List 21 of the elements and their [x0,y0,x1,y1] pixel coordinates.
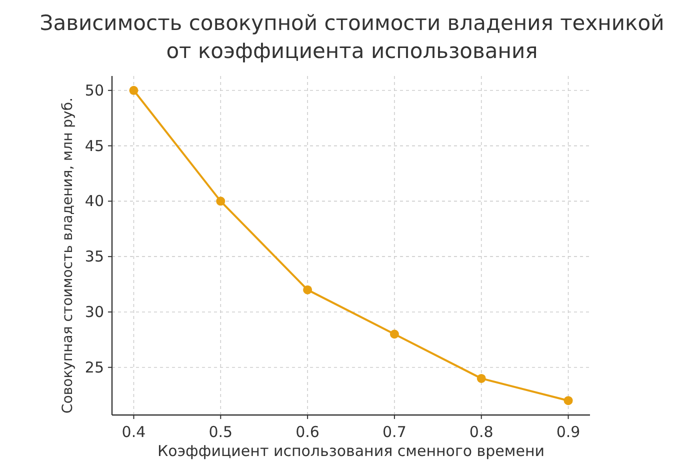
x-tick-label: 0.6 [296,423,320,441]
point [564,396,573,406]
point [476,374,486,383]
chart-title: Зависимость совокупной стоимости владения техникой от коэффициента использования [40,11,664,63]
x-axis-title: Коэффициент использования сменного времени [158,442,544,460]
x-tick-label: 0.4 [122,423,146,441]
point [390,330,399,339]
x-tick-label: 0.5 [208,423,233,441]
y-tick-label: 35 [84,248,104,266]
x-tick-label: 0.9 [556,423,580,441]
x-tick-label: 0.7 [382,423,406,441]
point [216,196,226,206]
y-tick-label: 30 [84,302,104,321]
y-tick-label: 50 [84,81,104,100]
y-tick-label: 45 [84,136,104,155]
y-tick-label: 40 [84,192,104,210]
y-axis-title: Совокупная стоимость владения, млн руб. [60,98,76,414]
point [129,86,138,95]
point [303,285,312,294]
y-tick-label: 25 [84,358,104,376]
x-tick-label: 0.8 [469,423,494,441]
